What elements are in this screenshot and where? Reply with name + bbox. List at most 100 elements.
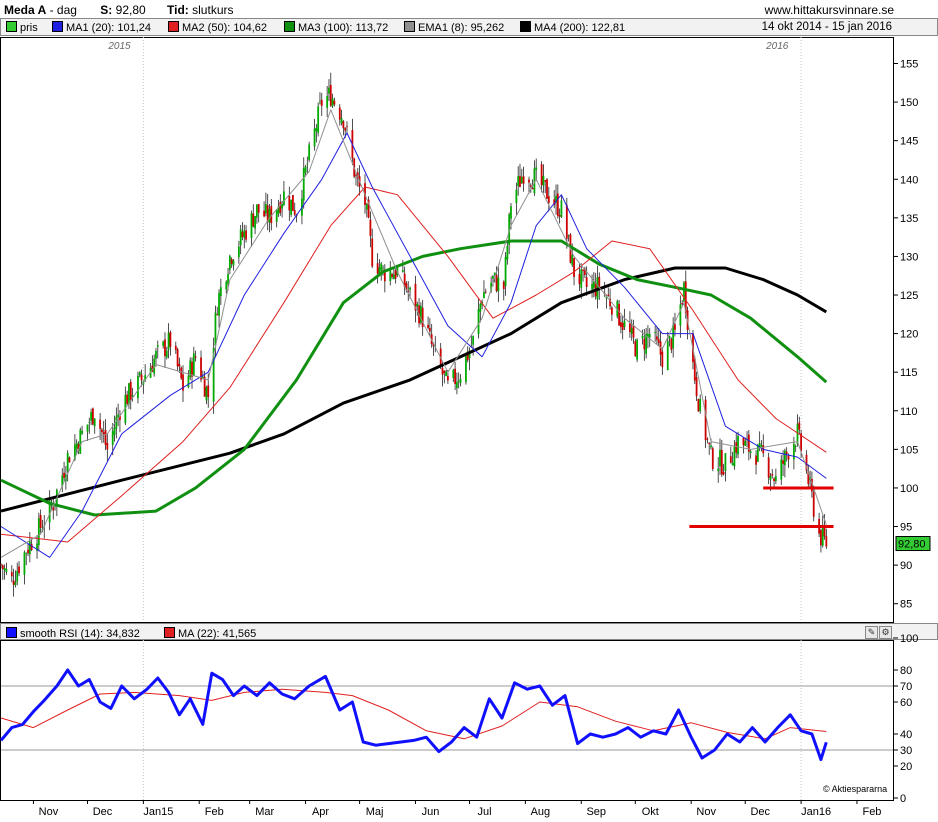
price-candle	[719, 449, 721, 467]
price-candle	[79, 429, 82, 454]
price-candle	[241, 231, 244, 238]
price-candle	[138, 372, 141, 376]
price-candle	[137, 375, 139, 399]
price-candle	[264, 204, 267, 214]
price-candle	[479, 303, 482, 312]
x-tick-label: Dec	[93, 806, 113, 818]
price-candle	[212, 347, 215, 402]
rsi-y-tick-label: 100	[900, 633, 918, 645]
rsi-y-tick-label: 40	[900, 729, 912, 741]
price-candle	[717, 468, 720, 472]
price-candle	[30, 543, 33, 550]
price-candle	[281, 204, 284, 209]
price-candle	[317, 106, 320, 133]
price-candle	[447, 375, 449, 381]
price-candle	[230, 259, 233, 264]
price-candle	[86, 424, 89, 432]
price-candle	[427, 324, 429, 328]
price-candle	[342, 121, 345, 129]
price-candle	[16, 570, 19, 582]
price-candle	[329, 84, 332, 106]
x-tick-label: Okt	[642, 806, 659, 818]
price-candle	[731, 463, 734, 466]
y-tick-label: 135	[900, 213, 918, 225]
price-candle	[502, 281, 505, 290]
price-candle	[194, 356, 197, 358]
price-candle	[742, 437, 745, 446]
y-tick-label: 125	[900, 290, 918, 302]
price-candle	[825, 536, 828, 547]
price-candle	[409, 287, 411, 290]
price-candle	[227, 273, 229, 284]
price-candle	[77, 444, 80, 451]
price-candle	[174, 345, 177, 350]
legend-item-rsi-ma: MA (22): 41,565	[164, 627, 256, 640]
price-candle	[155, 351, 157, 359]
price-candle	[304, 166, 307, 173]
price-candle	[547, 196, 550, 203]
credit-label: © Aktiespararna	[823, 784, 888, 794]
price-candle	[279, 201, 282, 213]
price-candle	[497, 277, 500, 292]
price-candle	[785, 451, 788, 454]
x-tick-label: Jan15	[143, 806, 173, 818]
price-candle	[567, 235, 570, 237]
price-candle	[454, 368, 457, 384]
price-candle	[191, 361, 193, 377]
price-candle	[207, 385, 210, 398]
price-candle	[679, 304, 682, 326]
price-candle	[697, 399, 700, 412]
price-candle	[468, 350, 471, 359]
price-candle	[416, 303, 419, 307]
price-candle	[641, 335, 644, 339]
price-candle	[3, 568, 6, 570]
tool-icon[interactable]: ✎	[865, 626, 878, 639]
price-candle	[573, 257, 575, 277]
price-candle	[205, 386, 208, 401]
price-candle	[328, 87, 330, 94]
price-candle	[331, 98, 334, 107]
price-candle	[571, 255, 574, 266]
price-candle	[216, 314, 219, 316]
price-candle	[445, 371, 447, 377]
price-candle	[313, 128, 316, 147]
price-candle	[591, 284, 593, 290]
price-candle	[421, 307, 424, 328]
rsi-y-tick-label: 30	[900, 745, 912, 757]
price-candle	[37, 518, 40, 546]
price-candle	[609, 298, 611, 307]
wrench-icon[interactable]: ⚙	[879, 626, 892, 639]
price-candle	[228, 255, 231, 270]
price-candle	[670, 338, 673, 350]
price-candle	[619, 322, 622, 328]
price-candle	[495, 274, 498, 292]
price-candle	[443, 370, 446, 374]
price-candle	[733, 446, 736, 467]
legend-swatch	[404, 21, 415, 32]
rsi-y-tick-label: 60	[900, 697, 912, 709]
x-tick-label: Jun	[422, 806, 440, 818]
price-candle	[585, 277, 588, 288]
legend-swatch	[520, 21, 531, 32]
price-candle	[315, 128, 318, 131]
rsi-legend-bar	[0, 623, 938, 640]
price-candle	[283, 191, 285, 205]
price-candle	[674, 324, 676, 330]
price-candle	[623, 320, 626, 327]
price-candle	[237, 246, 240, 258]
site-url[interactable]: www.hittakursvinnare.se	[764, 3, 894, 17]
price-candle	[306, 163, 309, 165]
price-candle	[308, 144, 311, 161]
ma3-line	[0, 239, 828, 517]
legend-swatch	[52, 21, 63, 32]
last-price-label: S:	[100, 3, 113, 17]
price-candle	[401, 270, 404, 272]
price-candle	[290, 199, 293, 215]
price-candle	[629, 323, 631, 333]
ma2-line	[0, 186, 827, 543]
price-candle	[119, 415, 121, 420]
price-candle	[493, 272, 496, 276]
price-candle	[189, 360, 192, 378]
price-candle	[320, 99, 323, 106]
